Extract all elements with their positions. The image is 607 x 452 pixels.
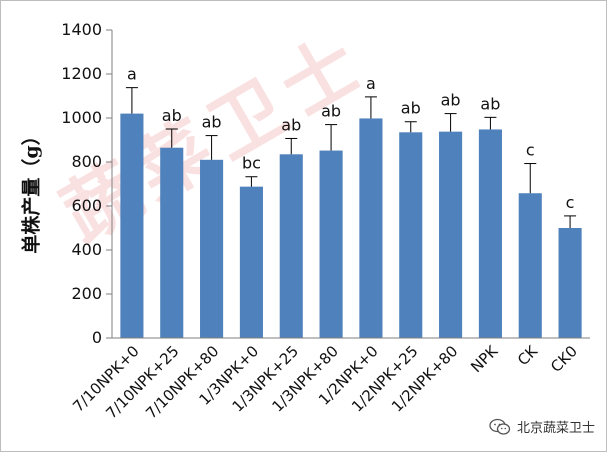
y-tick-label: 600 xyxy=(71,196,102,215)
bar xyxy=(518,193,542,338)
y-tick-layer: 0 200 400 600 800 1000 1200 1400 xyxy=(61,20,112,347)
significance-label: ab xyxy=(162,106,182,125)
bar-layer xyxy=(120,113,582,338)
wechat-icon xyxy=(489,418,511,435)
y-tick-label: 200 xyxy=(71,284,102,303)
y-tick-label: 800 xyxy=(71,152,102,171)
x-tick-layer: 7/10NPK+07/10NPK+257/10NPK+801/3NPK+01/3… xyxy=(69,341,581,422)
source-text: 北京蔬菜卫士 xyxy=(516,421,595,436)
significance-label: ab xyxy=(480,94,500,113)
significance-label: c xyxy=(526,141,535,160)
significance-label: ab xyxy=(401,99,421,118)
y-tick-label: 1000 xyxy=(61,108,102,127)
significance-label: bc xyxy=(242,154,261,173)
bar xyxy=(399,132,423,338)
significance-label: c xyxy=(566,193,575,212)
bar xyxy=(120,113,144,338)
bar xyxy=(439,131,463,338)
bar xyxy=(319,150,343,338)
y-tick-label: 1400 xyxy=(61,20,102,39)
significance-label: ab xyxy=(321,102,341,121)
significance-label: a xyxy=(127,65,137,84)
y-axis-label: 单株产量（g） xyxy=(20,126,43,254)
bar xyxy=(478,129,502,338)
bar xyxy=(239,186,263,338)
error-bar-layer xyxy=(125,87,577,228)
axis-layer xyxy=(111,30,590,339)
bar xyxy=(160,147,184,338)
x-tick-label: NPK xyxy=(467,341,502,376)
bar xyxy=(200,159,224,338)
bar xyxy=(558,228,582,338)
y-tick-label: 0 xyxy=(92,328,102,347)
y-tick-label: 400 xyxy=(71,240,102,259)
significance-label: ab xyxy=(202,113,222,132)
significance-label: a xyxy=(366,74,376,93)
bar xyxy=(359,118,383,338)
x-tick-label: CK0 xyxy=(547,342,581,376)
y-tick-label: 1200 xyxy=(61,64,102,83)
source-badge: 北京蔬菜卫士 xyxy=(484,415,599,438)
x-tick-label: CK xyxy=(514,341,542,369)
bar xyxy=(279,154,303,338)
significance-label: ab xyxy=(441,91,461,110)
significance-label: ab xyxy=(281,115,301,134)
